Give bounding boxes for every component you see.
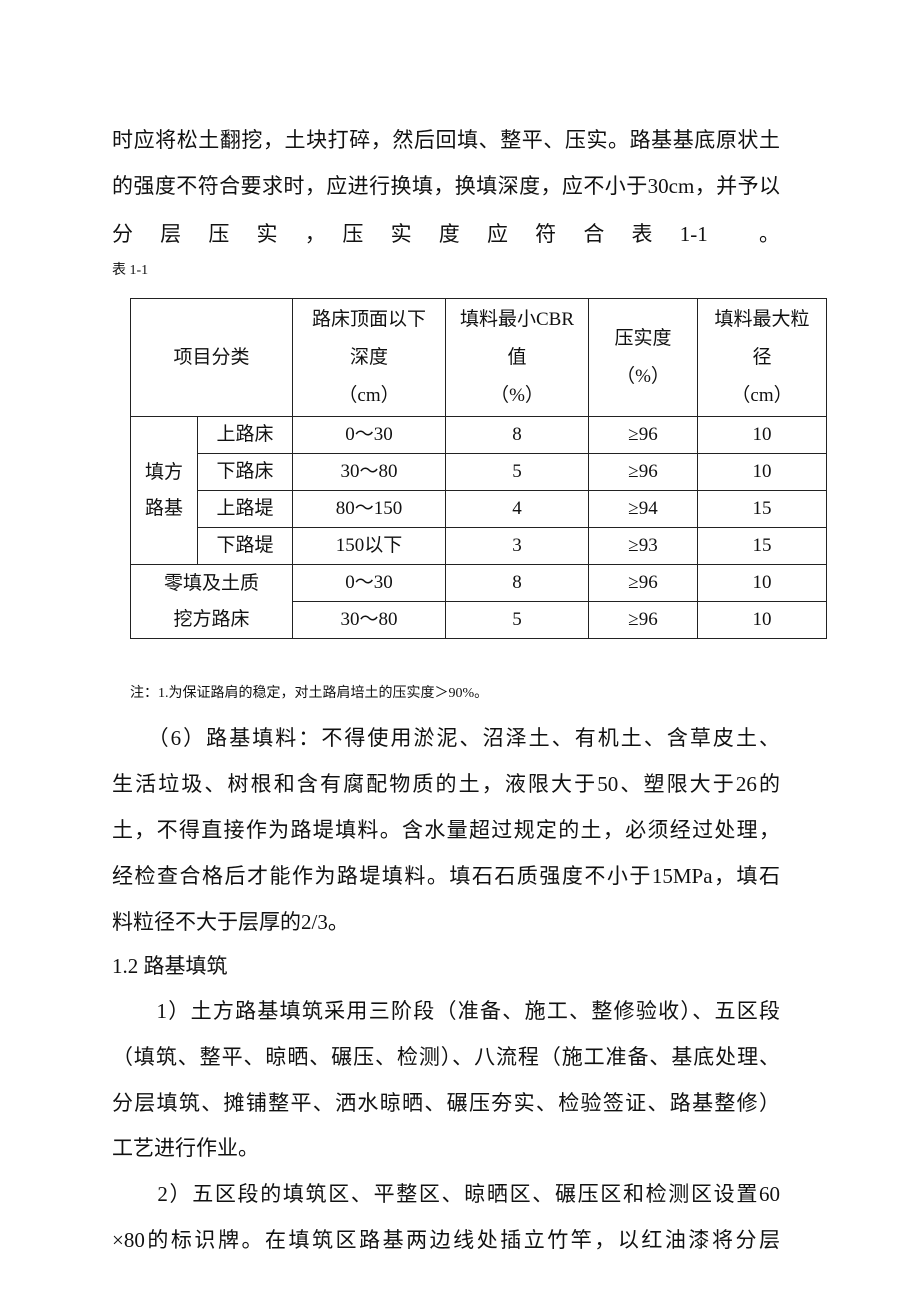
table-row: 填方 路基 上路床 0～30 8 ≥96 10 <box>130 416 827 565</box>
header-cell: 路床顶面以下 深度 （cm） <box>292 298 446 417</box>
paragraph-line: 土，不得直接作为路堤填料。含水量超过规定的土，必须经过处理， <box>112 818 780 842</box>
table-cell: 150以下 <box>292 527 446 565</box>
paragraph-line: 经检查合格后才能作为路堤填料。填石石质强度不小于15MPa，填石 <box>112 864 780 888</box>
header-text: 填料最大粒 <box>714 308 810 330</box>
table-cell: ≥94 <box>588 490 698 528</box>
table-cell: 8 <box>445 416 589 454</box>
table-row: 零填及土质 挖方路床 0～30 8 ≥96 10 <box>130 564 827 639</box>
paragraph-line: ×80的标识牌。在填筑区路基两边线处插立竹竿，以红油漆将分层 <box>112 1228 780 1252</box>
header-cell: 项目分类 <box>130 298 293 417</box>
table-cell: 0～30 <box>292 564 446 602</box>
table-cell: 0～30 <box>292 416 446 454</box>
table-cell: 5 <box>445 453 589 491</box>
header-text: （cm） <box>338 384 400 406</box>
header-cell: 填料最大粒径 （cm） <box>697 298 827 417</box>
header-text: 径 <box>752 346 772 368</box>
header-text: 值 <box>507 346 527 368</box>
table-cell: ≥96 <box>588 601 698 639</box>
paragraph-line: 分 层 压 实 ， 压 实 度 应 符 合 表 1-1 。 <box>112 222 780 246</box>
table-cell: ≥96 <box>588 416 698 454</box>
table-row: 上路堤 80～150 4 ≥94 15 <box>131 490 827 528</box>
table-cell: 4 <box>445 490 589 528</box>
group-label-cell: 零填及土质 挖方路床 <box>130 564 293 639</box>
paragraph-line: 时应将松土翻挖，土块打碎，然后回填、整平、压实。路基基底原状土 <box>112 128 780 152</box>
header-text: （cm） <box>731 384 793 406</box>
section-heading: 1.2 路基填筑 <box>112 954 228 978</box>
header-cell-compaction: 压实度（%） <box>588 298 698 417</box>
header-text: 项目分类 <box>173 346 250 368</box>
paragraph-line: 2）五区段的填筑区、平整区、晾晒区、碾压区和检测区设置60 <box>112 1182 780 1206</box>
table-cell: 5 <box>445 601 589 639</box>
table-row: 下路堤 150以下 3 ≥93 15 <box>131 527 827 565</box>
table-cell: 10 <box>697 601 827 639</box>
table-cell: 30～80 <box>292 601 446 639</box>
table-cell: 10 <box>697 453 827 491</box>
table-cell: ≥93 <box>588 527 698 565</box>
table-cell: 15 <box>697 490 827 528</box>
table-cell: 10 <box>697 416 827 454</box>
group-label: 挖方路床 <box>173 608 250 630</box>
group-label: 路基 <box>144 497 183 519</box>
table-caption: 表 1-1 <box>112 263 149 278</box>
table-cell: 15 <box>697 527 827 565</box>
paragraph-line: 分层填筑、摊铺整平、洒水晾晒、碾压夯实、检验签证、路基整修） <box>112 1091 780 1115</box>
table-cell: 30～80 <box>292 453 446 491</box>
paragraph-line: （6）路基填料：不得使用淤泥、沼泽土、有机土、含草皮土、 <box>112 726 780 750</box>
paragraph-line: 生活垃圾、树根和含有腐配物质的土，液限大于50、塑限大于26的 <box>112 772 780 796</box>
header-text: 填料最小CBR <box>459 308 575 330</box>
compaction-table: 项目分类 路床顶面以下 深度 （cm） 填料最小CBR 值 （%） 压实度（%） 填料最… <box>130 298 827 639</box>
table-row: 30～80 5 ≥96 10 <box>131 601 827 639</box>
table-cell: 上路堤 <box>197 490 293 528</box>
header-text: （%） <box>490 384 544 406</box>
table-cell: 80～150 <box>292 490 446 528</box>
paragraph-line: 料粒径不大于层厚的2/3。 <box>112 910 349 934</box>
table-cell: ≥96 <box>588 564 698 602</box>
group-label: 零填及土质 <box>163 572 259 594</box>
table-cell: 10 <box>697 564 827 602</box>
header-cell: 填料最小CBR 值 （%） <box>445 298 589 417</box>
table-cell: 下路堤 <box>197 527 293 565</box>
paragraph-line: 的强度不符合要求时，应进行换填，换填深度，应不小于30cm，并予以 <box>112 174 780 198</box>
paragraph-line: 1）土方路基填筑采用三阶段（准备、施工、整修验收）、五区段 <box>112 999 780 1023</box>
paragraph-line: （填筑、整平、晾晒、碾压、检测）、八流程（施工准备、基底处理、 <box>112 1045 780 1069</box>
table-header-row: 项目分类 路床顶面以下 深度 （cm） 填料最小CBR 值 （%） 压实度（%） 填料最… <box>130 298 827 417</box>
table-note: 注：1.为保证路肩的稳定，对土路肩培土的压实度＞90%。 <box>130 686 489 701</box>
group-label-cell: 填方 路基 <box>130 416 198 565</box>
table-cell: 8 <box>445 564 589 602</box>
table-cell: 3 <box>445 527 589 565</box>
header-text: 深度 <box>349 346 388 368</box>
table-cell: 上路床 <box>197 416 293 454</box>
paragraph-line: 工艺进行作业。 <box>112 1136 259 1160</box>
table-cell: ≥96 <box>588 453 698 491</box>
table-row: 下路床 30～80 5 ≥96 10 <box>131 453 827 491</box>
header-text: 路床顶面以下 <box>311 308 426 330</box>
table-cell: 下路床 <box>197 453 293 491</box>
group-label: 填方 <box>144 461 183 483</box>
